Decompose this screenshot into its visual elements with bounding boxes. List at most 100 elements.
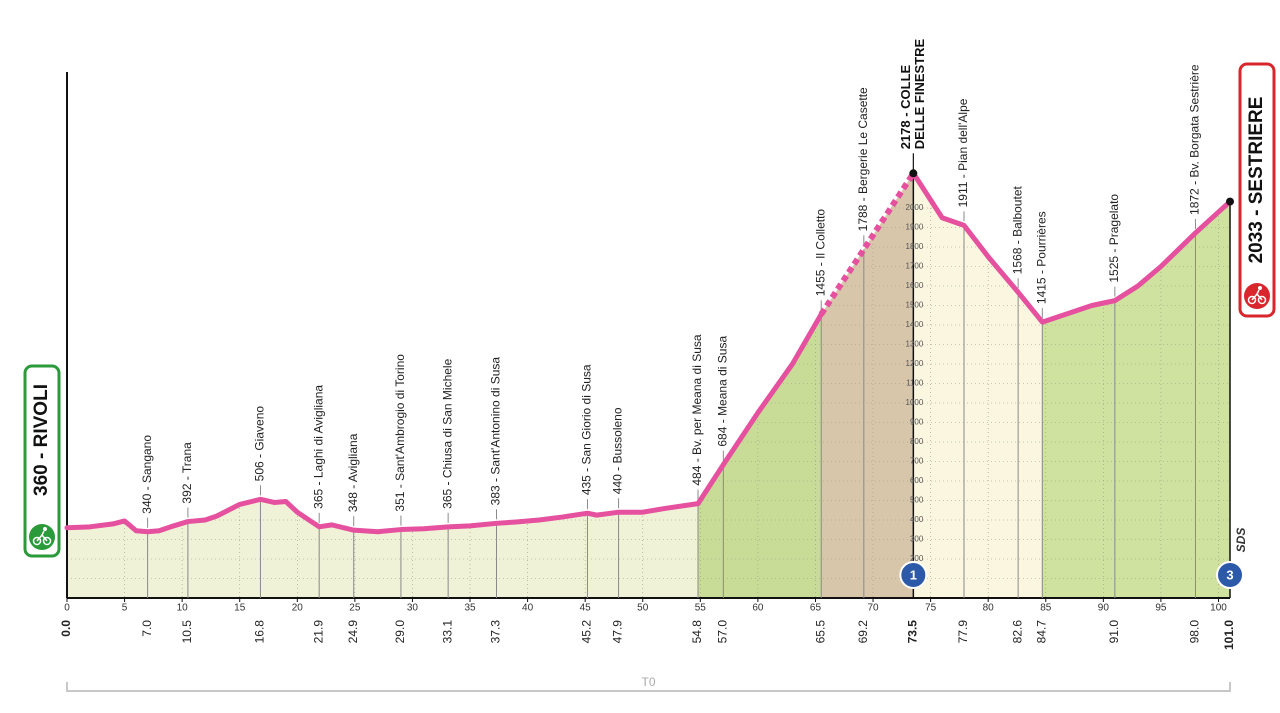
waypoint-label: 435 - San Giorio di Susa <box>580 364 594 495</box>
finish-icon-wheel <box>1247 295 1257 305</box>
gpm-category: 1 <box>910 567 917 582</box>
waypoint-label: 1525 - Pragelato <box>1107 194 1121 283</box>
y-tick-label: 1400 <box>906 320 924 329</box>
start-icon-wheel <box>42 536 52 546</box>
y-tick-label: 300 <box>910 535 924 544</box>
waypoint-km: 65.5 <box>813 620 827 644</box>
waypoint-km: 45.2 <box>580 620 594 644</box>
waypoint-label: 440 - Bussoleno <box>611 407 625 494</box>
waypoint-label: 365 - Laghi di Avigliana <box>311 385 325 509</box>
bracket <box>66 682 1231 692</box>
waypoint-label: 340 - Sangano <box>140 435 154 514</box>
gpm-marker <box>1216 561 1244 589</box>
x-tick-label: 40 <box>522 603 534 614</box>
finish-icon-wheel <box>1257 295 1267 305</box>
y-tick-label: 800 <box>910 437 924 446</box>
summit-km: 73.5 <box>906 620 920 644</box>
x-tick-label: 65 <box>810 603 822 614</box>
finish-label: 2033 - SESTRIERE <box>1246 97 1267 264</box>
finish-icon-rider <box>1251 289 1263 301</box>
y-tick-label: 1700 <box>906 262 924 271</box>
x-tick-label: 55 <box>695 603 707 614</box>
start-km: 0.0 <box>59 620 73 637</box>
x-tick-label: 75 <box>925 603 937 614</box>
start-label: 360 - RIVOLI <box>31 384 52 496</box>
y-tick-label: 400 <box>910 515 924 524</box>
waypoint-label: 1415 - Pourrières <box>1034 211 1048 304</box>
waypoint-km: 84.7 <box>1034 620 1048 644</box>
brand: SDS <box>1234 528 1248 553</box>
x-tick-label: 30 <box>407 603 419 614</box>
waypoint-km: 91.0 <box>1107 620 1121 644</box>
x-tick-label: 35 <box>464 603 476 614</box>
x-tick-label: 70 <box>867 603 879 614</box>
y-tick-label: 500 <box>910 496 924 505</box>
start-icon-wheel <box>32 536 42 546</box>
waypoint-label: 1872 - Bv. Borgata Sestrière <box>1188 64 1202 215</box>
x-tick-label: 60 <box>752 603 764 614</box>
waypoint-km: 47.9 <box>611 620 625 644</box>
waypoint-label: 1568 - Balboutet <box>1010 186 1024 275</box>
profile-line-unpaved <box>818 171 916 316</box>
finish-dot <box>1226 197 1234 206</box>
x-tick-label: 15 <box>234 603 246 614</box>
y-tick-label: 1100 <box>906 379 924 388</box>
waypoint-km: 10.5 <box>180 620 194 644</box>
finish-box <box>1238 62 1276 318</box>
y-tick-label: 1300 <box>906 340 924 349</box>
waypoint-km: 69.2 <box>856 620 870 644</box>
start-icon <box>29 524 55 550</box>
waypoint-km: 57.0 <box>716 620 730 644</box>
waypoint-km: 7.0 <box>140 620 154 637</box>
summit-dot <box>909 169 918 178</box>
waypoint-label: 1911 - Pian dell'Alpe <box>956 98 970 207</box>
y-tick-label: 200 <box>910 554 924 563</box>
waypoint-label: 348 - Avigliana <box>346 433 360 512</box>
bracket-label: T0 <box>641 675 655 689</box>
y-tick-label: 1800 <box>906 242 924 251</box>
y-tick-label: 1000 <box>906 398 924 407</box>
terrain-band <box>1042 173 1230 598</box>
y-tick-label: 1500 <box>906 301 924 310</box>
x-tick-label: 0 <box>64 603 70 614</box>
terrain-band <box>67 173 699 598</box>
finish-km: 101.0 <box>1222 620 1236 650</box>
waypoint-km: 98.0 <box>1188 620 1202 644</box>
waypoint-km: 21.9 <box>311 620 325 644</box>
waypoint-km: 24.9 <box>346 620 360 644</box>
x-tick-label: 10 <box>177 603 189 614</box>
waypoint-km: 82.6 <box>1010 620 1024 644</box>
y-tick-label: 900 <box>910 418 924 427</box>
x-tick-label: 80 <box>983 603 995 614</box>
finish-icon-head <box>1258 286 1262 290</box>
x-tick-label: 45 <box>580 603 592 614</box>
x-tick-label: 20 <box>292 603 304 614</box>
waypoint-label: 383 - Sant'Antonino di Susa <box>489 357 503 506</box>
y-tick-label: 1200 <box>906 359 924 368</box>
waypoint-label: 484 - Bv. per Meana di Susa <box>690 334 704 486</box>
waypoint-km: 37.3 <box>489 620 503 644</box>
waypoint-km: 54.8 <box>690 620 704 644</box>
x-tick-label: 5 <box>122 603 128 614</box>
waypoint-label: 684 - Meana di Susa <box>716 336 730 447</box>
waypoint-km: 29.0 <box>393 620 407 644</box>
waypoint-label: 365 - Chiusa di San Michele <box>440 358 454 508</box>
waypoint-km: 16.8 <box>253 620 267 644</box>
y-tick-label: 2000 <box>906 203 924 212</box>
x-tick-label: 85 <box>1040 603 1052 614</box>
y-tick-label: 600 <box>910 476 924 485</box>
waypoint-km: 77.9 <box>956 620 970 644</box>
x-tick-label: 50 <box>637 603 649 614</box>
terrain-band <box>698 173 822 598</box>
summit-label: 2178 - COLLE <box>898 64 913 149</box>
profile-line <box>910 170 1233 325</box>
waypoint-km: 33.1 <box>440 620 454 644</box>
y-tick-label: 700 <box>910 457 924 466</box>
y-tick-label: 1600 <box>906 281 924 290</box>
x-tick-label: 95 <box>1155 603 1167 614</box>
waypoint-label: 1455 - Il Colletto <box>813 209 827 297</box>
gpm-marker <box>899 561 928 589</box>
start-box <box>23 364 61 558</box>
start-icon-head <box>43 527 47 531</box>
